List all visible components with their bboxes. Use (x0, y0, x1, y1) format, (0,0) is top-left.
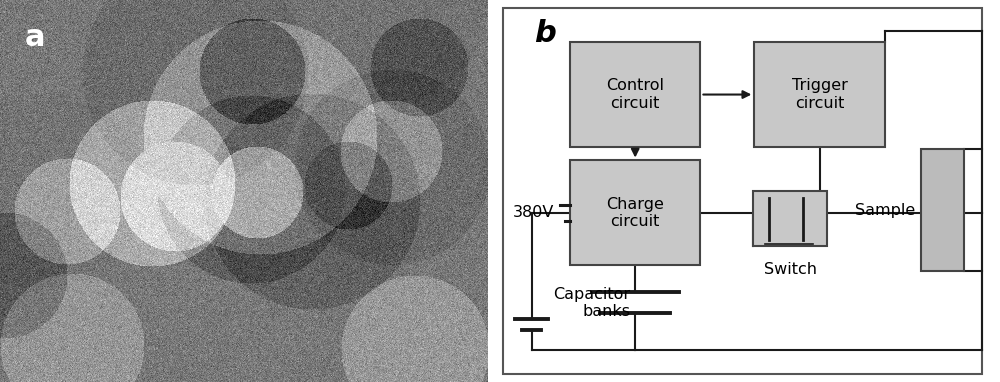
FancyBboxPatch shape (753, 191, 827, 246)
FancyBboxPatch shape (570, 42, 700, 147)
FancyBboxPatch shape (921, 149, 964, 271)
Text: Charge
circuit: Charge circuit (606, 197, 664, 229)
Text: Control
circuit: Control circuit (606, 78, 664, 111)
Text: Trigger
circuit: Trigger circuit (792, 78, 847, 111)
FancyBboxPatch shape (754, 42, 885, 147)
Text: Capacitor
banks: Capacitor banks (553, 286, 630, 319)
Text: 380V: 380V (513, 206, 555, 220)
Text: b: b (534, 19, 556, 48)
Text: Switch: Switch (764, 262, 817, 277)
FancyBboxPatch shape (570, 160, 700, 265)
Text: a: a (24, 23, 45, 52)
Text: Sample: Sample (855, 202, 915, 218)
